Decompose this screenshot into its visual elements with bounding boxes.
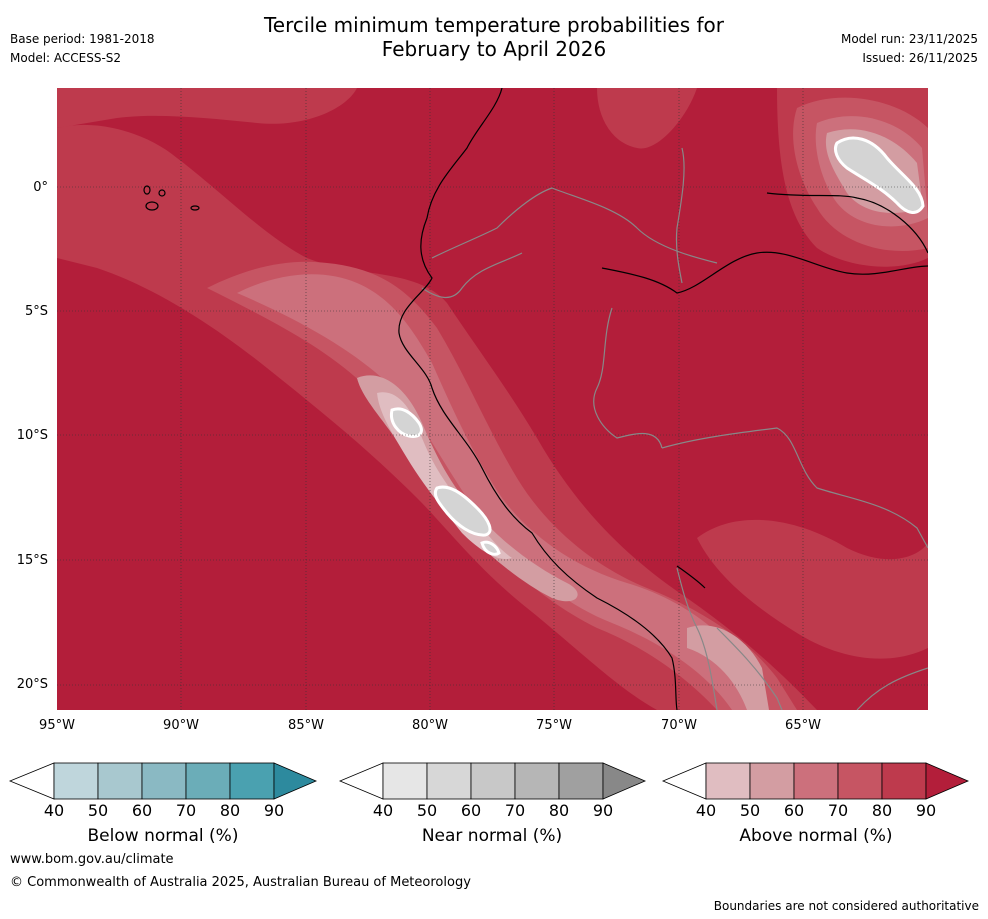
legend-near-swatch-4 <box>514 762 560 800</box>
zone-above-80-north <box>57 88 357 128</box>
coast-amazon-river <box>601 251 928 294</box>
zone-above-60-coast <box>237 274 757 710</box>
country-borders <box>421 147 928 710</box>
lon-label-90w: 90°W <box>163 718 199 733</box>
border-colombia-venezuela <box>675 147 685 284</box>
legend-above-tick-50: 50 <box>739 801 761 820</box>
galapagos-island-1 <box>145 201 159 211</box>
legend-above-swatch-5 <box>881 762 927 800</box>
page-title: Tercile minimum temperature probabilitie… <box>0 13 988 61</box>
border-bolivia-brazil <box>661 427 928 549</box>
legend-below-swatch-2 <box>97 762 143 800</box>
border-peru-brazil <box>593 307 663 449</box>
legend-above-tick-80: 80 <box>871 801 893 820</box>
copyright-text: © Commonwealth of Australia 2025, Austra… <box>10 875 471 890</box>
galapagos-island-3 <box>190 205 200 211</box>
legend-below-swatch-1 <box>53 762 99 800</box>
base-period-text: Base period: 1981-2018 <box>10 32 155 46</box>
border-east <box>856 667 928 710</box>
legend-near-low-cap <box>338 762 384 800</box>
legend-near-swatch-2 <box>426 762 472 800</box>
lat-label-10s: 10°S <box>16 428 48 443</box>
lat-label-0: 0° <box>33 180 48 195</box>
model-run-text: Model run: 23/11/2025 <box>840 32 978 46</box>
issued-text: Issued: 26/11/2025 <box>862 51 978 65</box>
legend-near-high-cap <box>602 762 647 800</box>
website-link[interactable]: www.bom.gov.au/climate <box>10 852 174 867</box>
legend-colorbars <box>8 762 970 800</box>
legend-below-tick-60: 60 <box>131 801 153 820</box>
legend-near-swatch-5 <box>558 762 604 800</box>
legend-below-low-cap <box>8 762 55 800</box>
legend-above-tick-60: 60 <box>783 801 805 820</box>
galapagos-island-4 <box>143 185 151 195</box>
legend-near-label: Near normal (%) <box>421 826 563 846</box>
coast-lake-titicaca <box>676 565 706 589</box>
zone-above-80-east <box>697 519 928 659</box>
legend-near-swatch-3 <box>470 762 516 800</box>
lat-label-15s: 15°S <box>16 553 48 568</box>
legend-below-swatch-5 <box>229 762 275 800</box>
legend-below-tick-80: 80 <box>219 801 241 820</box>
border-bolivia-chile <box>716 627 783 710</box>
legend-above-swatch-2 <box>749 762 795 800</box>
zone-near-40-c <box>480 540 501 556</box>
graticule <box>57 88 928 710</box>
lon-label-70w: 70°W <box>661 718 697 733</box>
probability-map <box>57 88 928 710</box>
legend-below-tick-40: 40 <box>43 801 65 820</box>
legend-above-tick-40: 40 <box>695 801 717 820</box>
lon-label-85w: 85°W <box>288 718 324 733</box>
model-text: Model: ACCESS-S2 <box>10 51 122 65</box>
zone-near-40-b <box>433 485 492 537</box>
legend-near-tick-90: 90 <box>592 801 614 820</box>
legend-below-normal <box>8 762 318 800</box>
legend-below-tick-90: 90 <box>263 801 285 820</box>
legend-above-tick-90: 90 <box>915 801 937 820</box>
coastline <box>143 88 928 710</box>
legend-above-swatch-1 <box>705 762 751 800</box>
legend-below-swatch-4 <box>185 762 231 800</box>
legend-below-label: Below normal (%) <box>87 826 239 846</box>
border-colombia-ecuador <box>431 187 718 264</box>
border-ecuador-peru <box>421 252 523 298</box>
legend-near-tick-80: 80 <box>548 801 570 820</box>
legend-above-normal <box>661 762 970 800</box>
lon-label-65w: 65°W <box>785 718 821 733</box>
galapagos-island-2 <box>158 189 166 197</box>
legend-below-tick-50: 50 <box>87 801 109 820</box>
lat-label-20s: 20°S <box>16 677 48 692</box>
lon-label-75w: 75°W <box>536 718 572 733</box>
zone-above-50-south <box>687 625 769 710</box>
legend-above-high-cap <box>925 762 970 800</box>
zone-above-80-top <box>597 88 697 149</box>
legend-above-swatch-3 <box>793 762 839 800</box>
lon-label-95w: 95°W <box>39 718 75 733</box>
title-line-1: Tercile minimum temperature probabilitie… <box>263 13 725 37</box>
legend-above-low-cap <box>661 762 707 800</box>
disclaimer-text: Boundaries are not considered authoritat… <box>713 899 979 913</box>
legend-above-label: Above normal (%) <box>739 826 893 846</box>
title-line-2: February to April 2026 <box>381 37 607 61</box>
border-peru-bolivia <box>676 567 718 710</box>
legend-below-tick-70: 70 <box>175 801 197 820</box>
legend-below-high-cap <box>273 762 318 800</box>
legend-near-tick-40: 40 <box>372 801 394 820</box>
legend-near-normal <box>338 762 647 800</box>
lat-label-5s: 5°S <box>24 304 48 319</box>
legend-near-swatch-1 <box>382 762 428 800</box>
coast-south-america <box>398 88 678 710</box>
legend-below-swatch-3 <box>141 762 187 800</box>
legend-above-swatch-4 <box>837 762 883 800</box>
legend-near-tick-60: 60 <box>460 801 482 820</box>
zone-near-40-a <box>389 407 423 438</box>
legend-near-tick-70: 70 <box>504 801 526 820</box>
zone-near-40-ne <box>833 136 925 214</box>
legend-near-tick-50: 50 <box>416 801 438 820</box>
coast-river-north <box>766 192 928 254</box>
lon-label-80w: 80°W <box>412 718 448 733</box>
legend-above-tick-70: 70 <box>827 801 849 820</box>
